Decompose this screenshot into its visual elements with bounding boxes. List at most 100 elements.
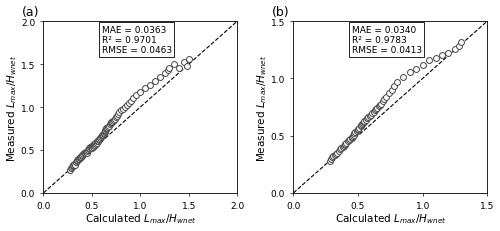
Point [82, 150, 90, 154]
Point [89, 145, 97, 149]
Y-axis label: Measured $L_{max}/H_{wnet}$: Measured $L_{max}/H_{wnet}$ [256, 54, 270, 161]
Point [160, 72, 168, 75]
Point [385, 92, 393, 96]
Point [141, 87, 149, 91]
Point [74, 159, 82, 162]
Point [114, 112, 122, 116]
Point [136, 90, 144, 94]
Point [338, 146, 346, 149]
Point [113, 114, 121, 118]
Point [106, 125, 114, 128]
Point [180, 61, 188, 65]
Point [344, 140, 351, 144]
Point [102, 129, 110, 133]
Point [76, 156, 84, 160]
Point [88, 144, 96, 148]
Point [156, 76, 164, 79]
Point [425, 59, 433, 63]
Point [354, 128, 362, 132]
Point [380, 98, 388, 101]
Point [328, 156, 336, 160]
Point [356, 126, 364, 130]
Point [166, 67, 173, 71]
Point [68, 163, 76, 167]
Point [185, 58, 193, 61]
Point [109, 119, 117, 123]
Point [93, 140, 101, 144]
Point [341, 142, 349, 146]
Point [356, 124, 364, 128]
Point [358, 123, 366, 127]
Point [74, 158, 82, 161]
Point [89, 143, 97, 147]
Point [378, 102, 386, 106]
Point [79, 153, 87, 156]
Point [94, 139, 102, 143]
Point [68, 166, 76, 169]
Point [151, 80, 159, 84]
Point [349, 134, 357, 138]
Y-axis label: Measured $L_{max}/H_{wnet}$: Measured $L_{max}/H_{wnet}$ [6, 54, 20, 161]
Point [352, 131, 360, 134]
Point [91, 142, 99, 145]
Point [102, 128, 110, 132]
Point [175, 67, 183, 71]
Point [400, 76, 407, 80]
Point [121, 106, 129, 109]
Point [100, 131, 108, 135]
Point [388, 89, 396, 92]
Point [170, 63, 178, 67]
Text: (a): (a) [22, 6, 40, 19]
Point [376, 103, 384, 107]
Point [91, 143, 99, 147]
Point [360, 121, 368, 124]
Point [455, 45, 463, 49]
Point [406, 70, 413, 74]
Point [458, 41, 466, 44]
Point [331, 154, 339, 157]
Point [348, 135, 356, 139]
Point [354, 127, 362, 131]
Point [92, 143, 100, 146]
Point [98, 135, 106, 139]
Point [106, 123, 114, 127]
Point [82, 150, 90, 154]
Point [72, 161, 80, 164]
Point [110, 119, 118, 122]
Point [66, 168, 74, 172]
Point [337, 147, 345, 150]
Point [96, 137, 104, 140]
Point [348, 137, 356, 140]
Point [364, 116, 372, 120]
Point [164, 69, 172, 73]
Point [98, 134, 106, 138]
Point [123, 104, 131, 108]
Point [378, 100, 386, 104]
Point [74, 160, 82, 163]
Point [85, 147, 93, 150]
Point [108, 122, 116, 126]
Text: (b): (b) [272, 6, 289, 19]
Point [108, 120, 116, 124]
Point [362, 118, 370, 122]
Point [100, 130, 108, 133]
Point [132, 94, 140, 97]
Point [72, 163, 80, 167]
Point [374, 105, 382, 108]
Point [104, 126, 112, 130]
Point [90, 144, 98, 148]
Point [370, 110, 378, 114]
Point [350, 133, 358, 137]
Point [352, 130, 360, 133]
Point [115, 111, 123, 115]
Point [126, 100, 134, 103]
Point [81, 151, 89, 155]
Point [76, 155, 84, 159]
Point [438, 54, 446, 58]
Point [363, 117, 371, 121]
Point [371, 109, 379, 113]
Point [356, 125, 364, 129]
Point [360, 119, 368, 123]
Point [66, 167, 74, 170]
Point [124, 101, 132, 105]
